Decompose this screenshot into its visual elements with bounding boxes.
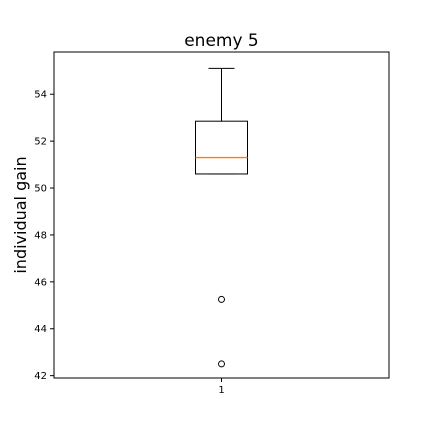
y-tick-label: 50: [34, 184, 47, 195]
y-axis-label: individual gain: [11, 156, 30, 273]
plot-area: 42 44 46 48 50 52 54 1: [34, 51, 390, 396]
x-tick-label: 1: [218, 385, 224, 396]
y-tick-label: 42: [34, 371, 47, 382]
y-tick-label: 44: [34, 324, 47, 335]
y-tick-label: 54: [34, 90, 47, 101]
y-tick-label: 48: [34, 230, 47, 241]
outlier-point: [218, 295, 225, 303]
box-iqr: [195, 120, 248, 175]
outlier-point: [218, 360, 225, 368]
y-tick-label: 46: [34, 277, 47, 288]
chart-title: enemy 5: [184, 31, 259, 51]
y-tick-label: 52: [34, 137, 47, 148]
